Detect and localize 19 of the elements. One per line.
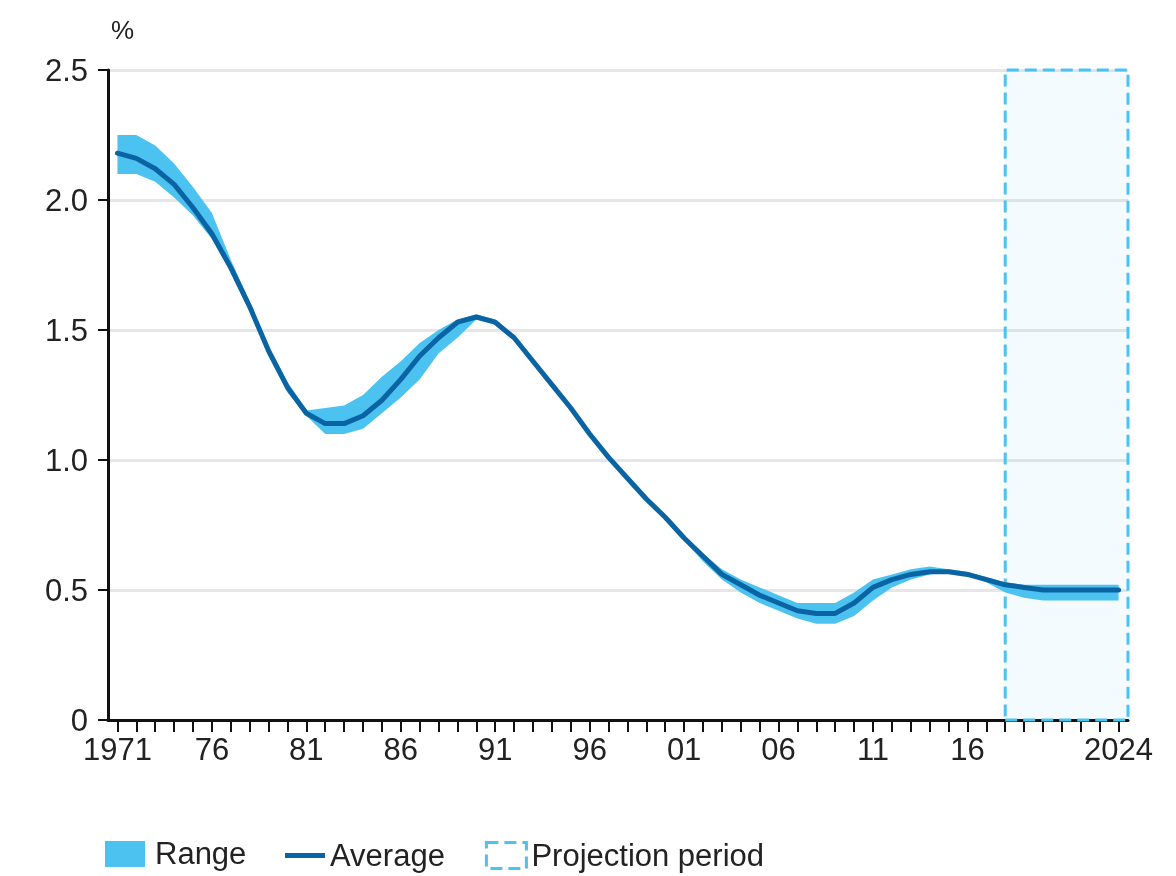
x-tick-label: 16 [950,732,985,767]
y-tick-label: 2.0 [44,182,88,218]
y-axis-title: % [111,15,135,45]
y-tick-label: 2.5 [44,52,88,88]
x-tick-label: 01 [666,732,702,767]
x-tick-label: 96 [572,732,607,767]
x-tick-label: 86 [383,732,419,767]
x-tick-label: 06 [761,732,796,767]
y-tick-label: 1.5 [44,312,88,348]
legend-label: Projection period [531,838,765,873]
x-tick-label: 76 [194,732,230,767]
x-tick-label: 2024 [1084,732,1154,767]
x-tick-label: 91 [477,732,513,767]
y-tick-label: 1.0 [44,442,88,478]
legend-label: Average [330,838,445,873]
x-tick-label: 11 [856,732,890,767]
x-tick-label: 81 [289,732,324,767]
y-tick-label: 0.5 [44,572,88,608]
text: Range [155,836,247,872]
